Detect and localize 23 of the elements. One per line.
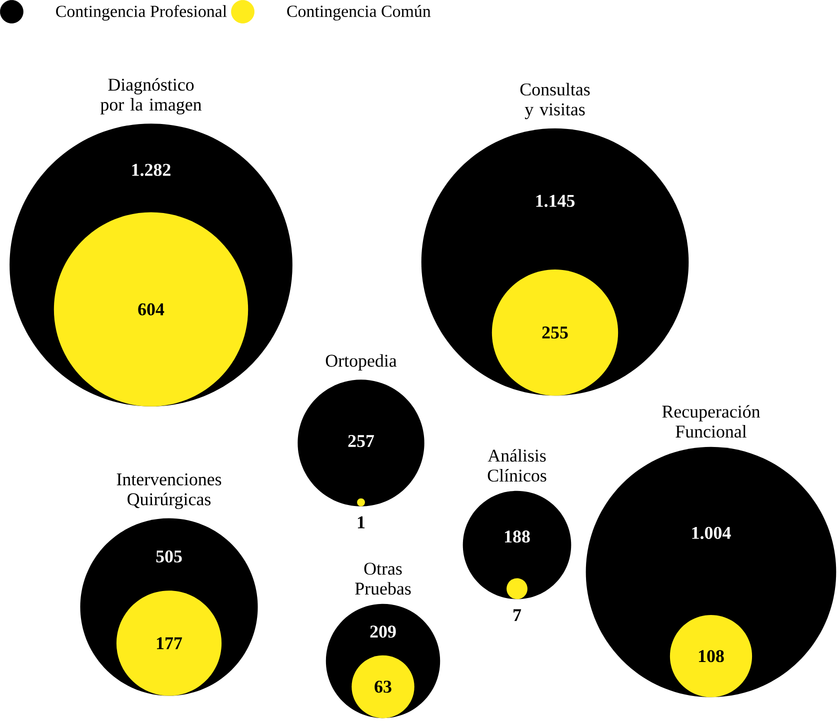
data-label: 209 — [370, 626, 396, 638]
category-label: Análisis Clínicos — [488, 449, 546, 482]
data-label: 1 — [358, 516, 365, 528]
data-label: 1.145 — [536, 194, 575, 207]
data-label: 7 — [514, 609, 522, 622]
category-label: Ortopedia — [326, 354, 397, 370]
data-label: 604 — [138, 303, 164, 316]
data-label: 63 — [374, 680, 392, 693]
legend-label: Contingencia Profesional — [56, 4, 227, 21]
data-label: 108 — [698, 650, 724, 662]
category-label: Otras Pruebas — [355, 562, 411, 595]
category-label: Diagnóstico por la imagen — [100, 78, 202, 114]
legend-label: Contingencia Común — [287, 5, 431, 20]
category-label: Consultas y visitas — [520, 82, 590, 120]
data-label: 1.004 — [692, 526, 731, 540]
data-label: 177 — [156, 637, 182, 650]
data-label: 255 — [542, 326, 568, 339]
category-label: Intervenciones Quirúrgicas — [116, 473, 222, 510]
category-label: Recuperación Funcional — [662, 405, 760, 438]
data-label: 1.282 — [132, 164, 170, 176]
data-label: 505 — [156, 550, 182, 562]
data-label: 257 — [348, 435, 374, 448]
data-label: 188 — [504, 530, 530, 543]
